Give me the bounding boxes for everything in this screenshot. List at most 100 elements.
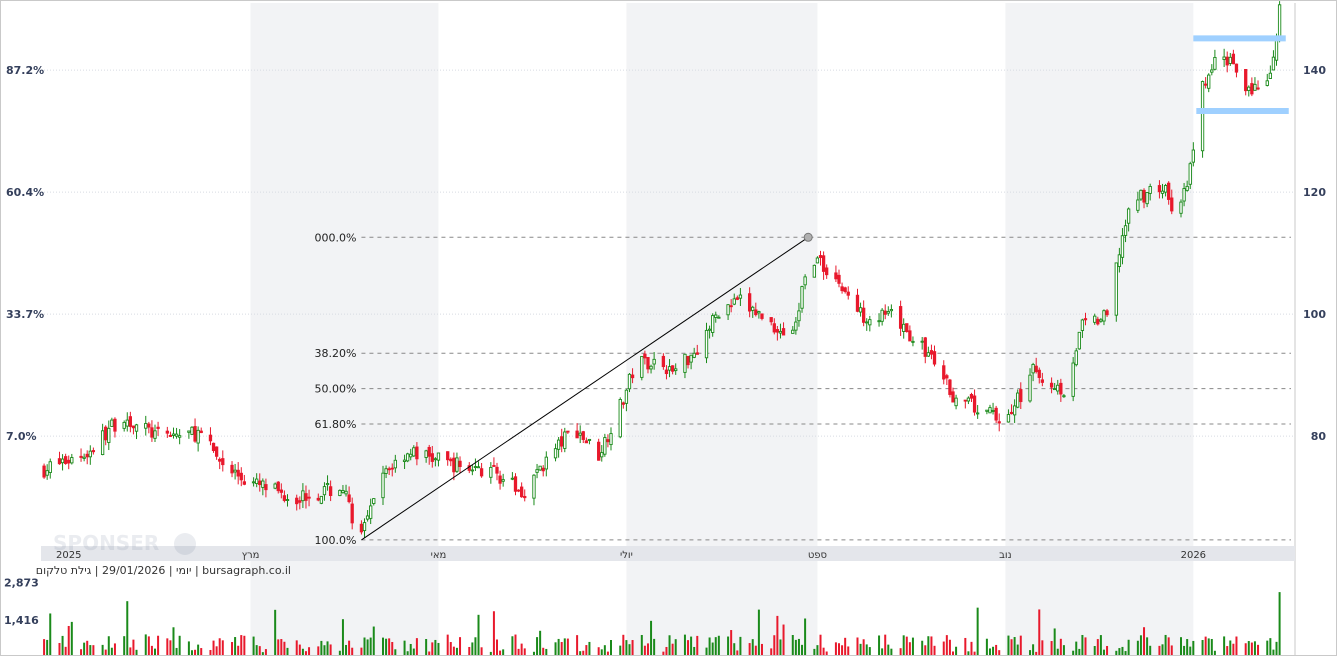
volume-bar [474,637,477,655]
volume-bar [970,641,973,655]
candle-body [972,395,977,413]
volume-bar [690,636,693,655]
candle-body [1145,192,1149,205]
candle-body [821,255,826,272]
candle-body [597,441,601,461]
volume-bar [1244,643,1247,655]
volume-bar [523,648,526,655]
candle-body [797,310,801,322]
volume-bar [237,645,240,655]
volume-bar [576,635,579,655]
volume-bar [921,640,924,655]
volume-bar [1272,649,1275,655]
volume-bar [1038,609,1041,655]
volume-bar [973,651,976,655]
candle-body [945,375,949,379]
candle-body [640,356,644,378]
candle-body [510,477,515,480]
candle-body [1250,83,1254,95]
volume-bar [791,634,794,655]
volume-bar [283,641,286,655]
volume-bar [308,647,311,655]
candle-body [113,418,117,432]
volume-bar [388,638,391,655]
volume-bar [927,636,930,655]
volume-bar [585,645,588,655]
volume-bar [406,651,409,655]
candle-body [674,368,678,372]
volume-bar [730,630,733,655]
candle-body [1139,189,1143,200]
volume-bar [770,648,773,655]
candle-body [1213,56,1217,70]
volume-bar [1050,641,1053,655]
candle-body [966,397,971,402]
volume-bar [252,636,255,655]
candle-body [48,461,52,473]
candle-body [1077,331,1081,350]
left-axis-tick-label: 33.7% [6,308,44,321]
candlesticks [42,1,1282,538]
volume-bar [1099,635,1102,655]
candle-body [778,330,783,334]
volume-bar [545,648,548,655]
candle-body [994,407,998,421]
volume-bar [1010,639,1013,655]
candle-body [1167,182,1171,200]
volume-bar [1247,641,1250,655]
right-axis-tick-label: 140 [1303,64,1326,77]
candle-body [144,422,148,429]
volume-bar [705,647,708,655]
candle-body [125,419,129,427]
candle-body [85,453,89,458]
volume-bar [748,643,751,655]
volume-bar [415,638,418,655]
candle-body [412,447,416,457]
candle-body [199,430,203,434]
candle-body [174,433,179,437]
volume-bar [172,627,175,655]
volume-bar [345,644,348,655]
candle-body [1053,388,1057,391]
volume-bar [58,642,61,655]
candle-body [128,416,133,427]
candle-body [646,357,650,370]
candle-body [825,267,829,276]
candle-body [969,393,974,399]
candle-body [704,329,709,359]
candle-body [1157,185,1162,193]
volume-bar [425,638,428,655]
candle-body [1228,56,1232,64]
fibonacci-level-label: 61.80% [314,418,356,431]
candle-body [609,433,613,446]
volume-bar [1084,637,1087,655]
candle-body [279,489,283,493]
candle-body [751,306,755,311]
chart-caption: יומי | 29/01/2026 | גילת טלקום | bursagr… [36,564,291,577]
candle-body [606,439,610,443]
volume-bar [147,636,150,655]
volume-bar [348,640,351,655]
candle-body [652,358,656,365]
candle-body [664,369,669,375]
volume-bar [243,635,246,655]
volume-bar [825,651,828,655]
volume-bar [92,645,95,655]
volume-bar [83,642,86,655]
fibonacci-level-label: 000.0% [314,231,356,244]
candle-body [239,472,243,481]
volume-bar [123,636,126,655]
trend-end-marker [803,232,813,242]
candle-body [803,276,807,286]
volume-bar [776,615,779,655]
volume-bar [212,640,215,655]
sponser-watermark: SPONSER [53,531,196,555]
candle-body [1222,56,1226,60]
volume-bar [274,609,277,655]
volume-bar [1201,640,1204,655]
candle-body [898,306,903,329]
candle-body [1009,411,1014,415]
volume-bar [1250,642,1253,655]
candle-body [985,409,989,412]
candle-body [624,389,629,404]
